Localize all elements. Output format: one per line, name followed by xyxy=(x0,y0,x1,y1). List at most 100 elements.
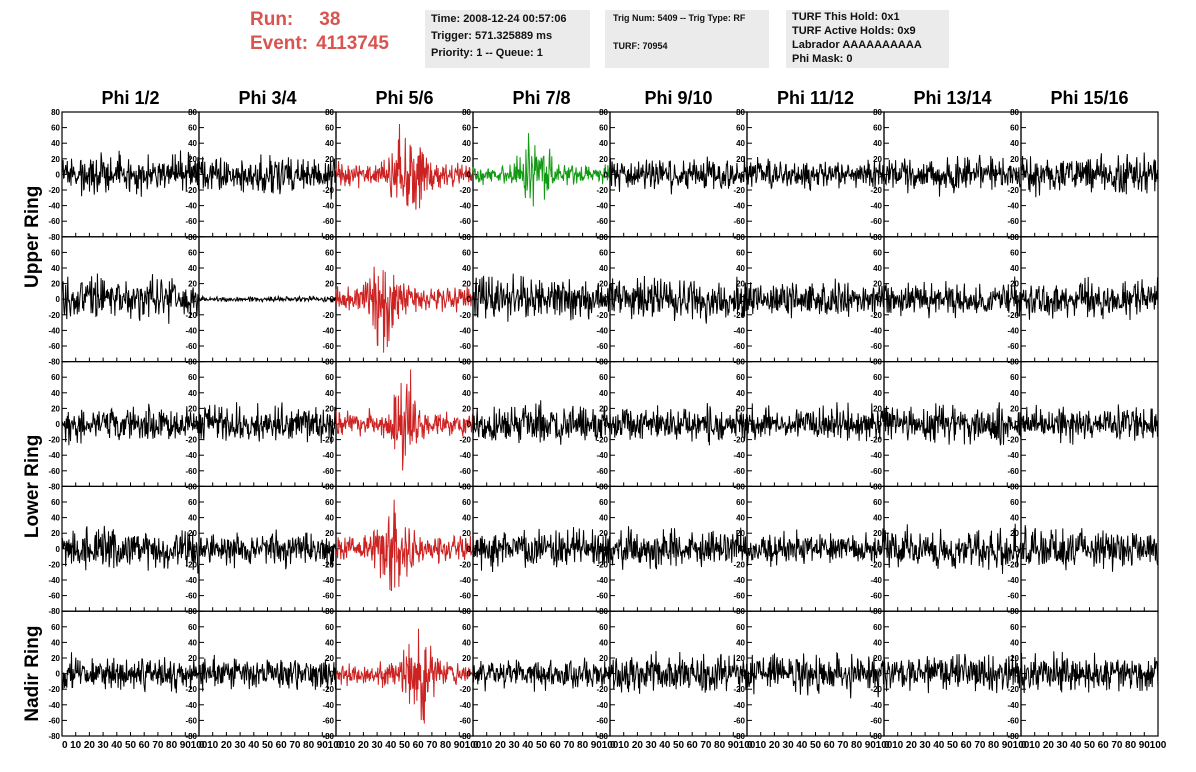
xtick-label: 80 xyxy=(1125,740,1137,751)
ytick-label: -60 xyxy=(733,342,745,351)
ytick-label: 60 xyxy=(873,498,882,507)
waveform-line xyxy=(335,266,474,353)
ytick-label: 40 xyxy=(51,389,60,398)
ytick-label: 0 xyxy=(741,545,746,554)
xtick-label: 10 xyxy=(892,740,904,751)
ytick-label: -60 xyxy=(870,467,882,476)
ytick-label: -20 xyxy=(459,560,471,569)
waveform-line xyxy=(335,499,474,592)
waveform-line xyxy=(746,156,885,192)
ytick-label: 40 xyxy=(599,389,608,398)
ytick-label: -60 xyxy=(459,592,471,601)
xtick-label: 90 xyxy=(1002,740,1014,751)
ytick-label: -60 xyxy=(733,716,745,725)
xtick-label: 90 xyxy=(728,740,740,751)
ytick-label: -40 xyxy=(48,701,60,710)
xtick-label: 50 xyxy=(947,740,959,751)
ytick-label: -40 xyxy=(733,202,745,211)
xtick-label: 80 xyxy=(303,740,315,751)
ytick-label: 40 xyxy=(599,638,608,647)
ytick-label: 20 xyxy=(462,280,471,289)
xtick-label: 100 xyxy=(739,740,756,751)
ytick-label: -20 xyxy=(459,685,471,694)
ytick-label: 20 xyxy=(325,654,334,663)
ytick-label: 60 xyxy=(599,623,608,632)
xtick-label: 90 xyxy=(180,740,192,751)
xtick-label: 90 xyxy=(865,740,877,751)
ytick-label: 0 xyxy=(878,545,883,554)
ytick-label: -20 xyxy=(596,560,608,569)
ytick-label: -20 xyxy=(870,685,882,694)
ytick-label: 40 xyxy=(736,514,745,523)
xtick-label: 0 xyxy=(199,740,205,751)
ytick-label: -80 xyxy=(48,233,60,242)
ytick-label: -20 xyxy=(870,311,882,320)
waveform-line xyxy=(472,133,611,207)
ytick-label: -60 xyxy=(1007,716,1019,725)
ytick-label: 40 xyxy=(188,638,197,647)
xtick-label: 70 xyxy=(289,740,301,751)
ytick-label: 20 xyxy=(462,654,471,663)
xtick-label: 60 xyxy=(687,740,699,751)
ytick-label: -60 xyxy=(1007,342,1019,351)
ytick-label: 80 xyxy=(325,108,334,117)
ytick-label: -60 xyxy=(185,342,197,351)
xtick-label: 30 xyxy=(783,740,795,751)
ytick-label: 60 xyxy=(462,623,471,632)
ytick-label: 60 xyxy=(599,373,608,382)
ytick-label: -20 xyxy=(48,436,60,445)
ytick-label: 0 xyxy=(467,420,472,429)
xtick-label: 40 xyxy=(111,740,123,751)
ytick-label: -60 xyxy=(322,342,334,351)
ytick-label: -80 xyxy=(322,732,334,741)
ytick-label: -60 xyxy=(596,217,608,226)
xtick-label: 10 xyxy=(1029,740,1041,751)
ytick-label: 80 xyxy=(462,108,471,117)
ytick-label: -60 xyxy=(596,716,608,725)
ytick-label: 0 xyxy=(741,170,746,179)
ytick-label: -80 xyxy=(459,732,471,741)
ytick-label: -40 xyxy=(48,576,60,585)
ytick-label: -60 xyxy=(48,342,60,351)
waveform-line xyxy=(472,400,611,445)
priority-text: Priority: 1 -- Queue: 1 xyxy=(431,47,543,59)
waveform-line xyxy=(198,154,337,200)
ytick-label: 0 xyxy=(878,295,883,304)
ytick-label: 20 xyxy=(736,529,745,538)
ytick-label: 40 xyxy=(1010,264,1019,273)
turf-info-box: TURF This Hold: 0x1 TURF Active Holds: 0… xyxy=(786,10,949,68)
ytick-label: 0 xyxy=(604,420,609,429)
ytick-label: 40 xyxy=(188,514,197,523)
ytick-label: 80 xyxy=(736,108,745,117)
ytick-label: 40 xyxy=(462,638,471,647)
ytick-label: 0 xyxy=(193,420,198,429)
ytick-label: -20 xyxy=(48,311,60,320)
ytick-label: 60 xyxy=(51,124,60,133)
ytick-label: 60 xyxy=(1010,248,1019,257)
xtick-label: 30 xyxy=(646,740,658,751)
waveform-line xyxy=(1020,152,1159,198)
ytick-label: -60 xyxy=(185,592,197,601)
ytick-label: -60 xyxy=(185,716,197,725)
ytick-label: 60 xyxy=(188,498,197,507)
ytick-label: -40 xyxy=(322,576,334,585)
ytick-label: 60 xyxy=(325,623,334,632)
ytick-label: 40 xyxy=(325,389,334,398)
ytick-label: 0 xyxy=(56,545,61,554)
ytick-label: 0 xyxy=(193,545,198,554)
ytick-label: 40 xyxy=(599,264,608,273)
xtick-label: 60 xyxy=(961,740,973,751)
waveform-line xyxy=(609,402,748,446)
ytick-label: 60 xyxy=(188,124,197,133)
waveform-line xyxy=(198,654,337,692)
xtick-label: 70 xyxy=(1111,740,1123,751)
ytick-label: 60 xyxy=(51,498,60,507)
xtick-label: 20 xyxy=(221,740,233,751)
ytick-label: -20 xyxy=(185,436,197,445)
ytick-label: 0 xyxy=(604,545,609,554)
ytick-label: -60 xyxy=(459,467,471,476)
ytick-label: -60 xyxy=(185,467,197,476)
ytick-label: 60 xyxy=(1010,498,1019,507)
ytick-label: -20 xyxy=(870,186,882,195)
ytick-label: 60 xyxy=(462,498,471,507)
